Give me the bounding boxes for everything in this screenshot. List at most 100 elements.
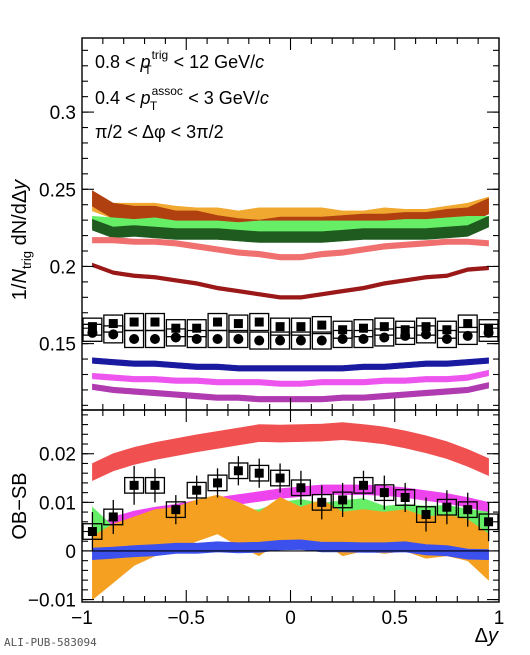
band-3: [92, 215, 489, 243]
marker-square: [400, 325, 410, 335]
marker-circle: [337, 333, 348, 344]
x-tick-label: 1: [494, 608, 505, 629]
syst-box: [124, 329, 145, 349]
x-tick-label: 0: [285, 608, 296, 629]
data-point-square: [269, 463, 291, 493]
top-points: [82, 312, 499, 350]
data-point-square: [311, 485, 332, 520]
syst-box: [332, 329, 353, 349]
band-8: [92, 382, 489, 403]
data-point-square: [228, 314, 249, 333]
marker-square: [463, 319, 473, 329]
data-point-square: [269, 317, 291, 336]
marker-square: [358, 480, 368, 490]
syst-box: [207, 329, 228, 349]
data-point-square: [415, 497, 437, 532]
top-panel: 0.15 0.2 0.25 0.3 0.8 < ptrig T < 12 GeV/c 0…: [9, 37, 500, 411]
annotation-pt-assoc: 0.4 < passoc T < 3 GeV/c: [95, 84, 269, 113]
syst-box: [269, 317, 291, 336]
marker-circle: [170, 332, 181, 343]
syst-box: [353, 329, 374, 349]
band-7: [92, 369, 489, 387]
marker-square: [233, 319, 243, 329]
bottom-y-axis-title: OB−SB: [9, 472, 31, 539]
top-y-axis-title: 1/Ntrig dN/dΔy: [9, 179, 34, 300]
data-point-circle: [290, 331, 312, 350]
marker-square: [275, 473, 285, 483]
marker-circle: [212, 333, 223, 344]
marker-square: [150, 480, 160, 490]
bottom-panel: −0.01 0 0.01 0.02 −1 −0.5 0 0.5 1 OB−SB Δy: [9, 409, 505, 647]
marker-square: [296, 483, 306, 493]
syst-box: [82, 323, 103, 342]
band-3: [92, 494, 489, 601]
marker-square: [275, 322, 285, 332]
data-point-circle: [186, 329, 207, 349]
marker-circle: [316, 335, 327, 346]
data-point-circle: [311, 331, 332, 350]
bottom-points: [82, 456, 499, 551]
syst-box: [395, 326, 416, 346]
syst-box: [290, 331, 312, 350]
marker-square: [150, 317, 160, 327]
marker-circle: [462, 330, 473, 341]
x-axis-title: Δy: [475, 625, 499, 647]
data-point-circle: [144, 329, 166, 349]
x-tick-label: −0.5: [167, 608, 205, 629]
marker-square: [421, 510, 431, 520]
syst-box: [165, 328, 186, 347]
syst-box: [311, 315, 332, 335]
marker-square: [379, 322, 389, 332]
marker-circle: [191, 333, 202, 344]
data-point-circle: [249, 331, 270, 350]
data-point-circle: [165, 328, 186, 347]
marker-circle: [233, 333, 244, 344]
marker-square: [254, 317, 264, 327]
data-point-square: [249, 458, 270, 488]
data-point-square: [332, 482, 353, 517]
syst-box: [290, 317, 312, 336]
marker-square: [87, 322, 97, 332]
marker-circle: [295, 335, 306, 346]
x-tick-label: 0.5: [382, 608, 408, 629]
marker-circle: [441, 333, 452, 344]
marker-square: [192, 323, 202, 333]
data-point-circle: [228, 329, 249, 349]
marker-square: [442, 325, 452, 335]
data-point-circle: [269, 331, 291, 350]
data-point-square: [124, 465, 145, 505]
marker-square: [338, 495, 348, 505]
marker-circle: [275, 335, 286, 346]
syst-box: [249, 312, 270, 332]
y-tick-label: 0.2: [50, 257, 76, 278]
data-point-square: [395, 482, 416, 513]
marker-square: [171, 323, 181, 333]
band-4: [92, 539, 489, 561]
y-tick-label: 0: [65, 542, 76, 563]
data-point-square: [228, 456, 249, 486]
syst-box: [103, 325, 124, 344]
marker-circle: [358, 333, 369, 344]
syst-box: [478, 323, 499, 342]
data-point-circle: [395, 326, 416, 346]
band-6: [92, 357, 489, 372]
marker-square: [421, 322, 431, 332]
y-tick-label: 0.02: [39, 445, 76, 466]
footer-id: ALI-PUB-583094: [4, 636, 97, 649]
syst-box: [186, 329, 207, 349]
data-point-square: [290, 317, 312, 336]
marker-square: [87, 527, 97, 537]
marker-square: [233, 466, 243, 476]
y-tick-label: 0.3: [50, 103, 76, 124]
syst-box: [144, 329, 166, 349]
data-point-square: [457, 492, 478, 527]
data-point-square: [144, 468, 166, 503]
data-point-square: [186, 475, 207, 505]
data-point-circle: [332, 329, 353, 349]
data-point-square: [311, 315, 332, 335]
marker-square: [317, 497, 327, 507]
marker-circle: [379, 332, 390, 343]
data-point-circle: [436, 329, 457, 349]
marker-square: [213, 478, 223, 488]
